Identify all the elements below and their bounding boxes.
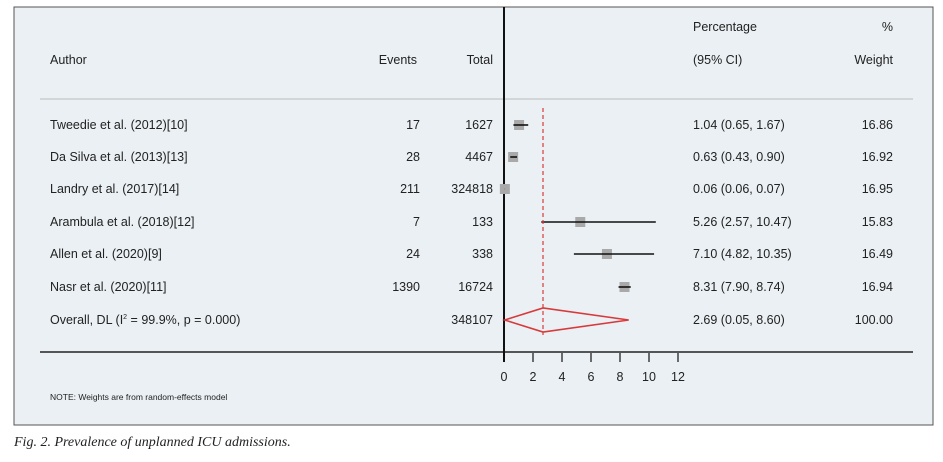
study-weight: 16.86	[862, 118, 893, 132]
study-ci: 5.26 (2.57, 10.47)	[693, 215, 792, 229]
overall-weight: 100.00	[855, 313, 893, 327]
header-effect-top: Percentage	[693, 20, 757, 34]
x-tick-label: 8	[617, 370, 624, 384]
study-total: 16724	[458, 280, 493, 294]
x-tick-label: 10	[642, 370, 656, 384]
study-weight: 16.94	[862, 280, 893, 294]
study-total: 4467	[465, 150, 493, 164]
header-weight-bottom: Weight	[854, 53, 893, 67]
x-tick-label: 4	[559, 370, 566, 384]
header-events: Events	[379, 53, 417, 67]
study-weight: 15.83	[862, 215, 893, 229]
study-total: 324818	[451, 182, 493, 196]
overall-label: Overall, DL (I2 = 99.9%, p = 0.000)	[50, 313, 240, 327]
study-ci: 0.06 (0.06, 0.07)	[693, 182, 785, 196]
x-tick-label: 12	[671, 370, 685, 384]
overall-label-prefix: Overall, DL (I	[50, 313, 123, 327]
study-events: 17	[406, 118, 420, 132]
overall-total: 348107	[451, 313, 493, 327]
study-weight: 16.95	[862, 182, 893, 196]
study-total: 1627	[465, 118, 493, 132]
study-events: 28	[406, 150, 420, 164]
study-ci: 0.63 (0.43, 0.90)	[693, 150, 785, 164]
note: NOTE: Weights are from random-effects mo…	[50, 392, 227, 402]
study-total: 133	[472, 215, 493, 229]
study-author: Landry et al. (2017)[14]	[50, 182, 179, 196]
study-weight: 16.49	[862, 247, 893, 261]
forest-plot: Author Events Total Percentage (95% CI) …	[13, 6, 934, 426]
study-ci: 1.04 (0.65, 1.67)	[693, 118, 785, 132]
study-author: Allen et al. (2020)[9]	[50, 247, 162, 261]
header-total: Total	[467, 53, 493, 67]
study-author: Arambula et al. (2018)[12]	[50, 215, 195, 229]
overall-label-suffix: = 99.9%, p = 0.000)	[127, 313, 240, 327]
header-author: Author	[50, 53, 87, 67]
x-tick-label: 2	[530, 370, 537, 384]
study-ci: 8.31 (7.90, 8.74)	[693, 280, 785, 294]
header-effect-bottom: (95% CI)	[693, 53, 742, 67]
overall-diamond	[502, 307, 629, 333]
study-author: Da Silva et al. (2013)[13]	[50, 150, 188, 164]
study-events: 7	[413, 215, 420, 229]
study-ci: 7.10 (4.82, 10.35)	[693, 247, 792, 261]
study-events: 211	[400, 182, 420, 196]
overall-label-sup: 2	[123, 314, 127, 321]
study-author: Tweedie et al. (2012)[10]	[50, 118, 188, 132]
overall-ci: 2.69 (0.05, 8.60)	[693, 313, 785, 327]
x-tick-label: 0	[501, 370, 508, 384]
study-events: 24	[406, 247, 420, 261]
plot-background	[13, 6, 934, 426]
study-author: Nasr et al. (2020)[11]	[50, 280, 167, 294]
study-weight: 16.92	[862, 150, 893, 164]
header-weight-top: %	[882, 20, 893, 34]
study-events: 1390	[392, 280, 420, 294]
figure-caption: Fig. 2. Prevalence of unplanned ICU admi…	[14, 435, 291, 450]
study-total: 338	[472, 247, 493, 261]
x-tick-label: 6	[588, 370, 595, 384]
